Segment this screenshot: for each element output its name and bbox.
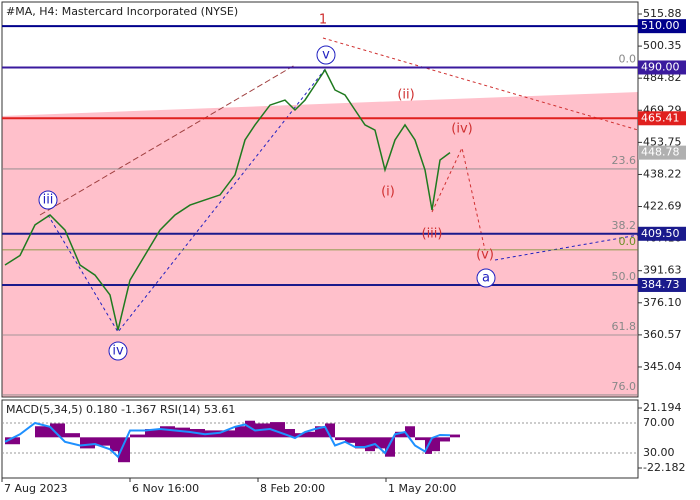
macd-bar (95, 437, 110, 446)
y-tick-label: 500.35 (643, 39, 682, 52)
macd-bar (395, 431, 405, 438)
wave-label: (iii) (422, 227, 443, 242)
macd-bar (110, 437, 118, 452)
y2-tick-label: 70.00 (643, 416, 675, 429)
macd-bar (450, 434, 460, 438)
macd-bar (65, 433, 80, 438)
indicator-frame (1, 399, 639, 479)
indicator-title: MACD(5,34,5) 0.180 -1.367 RSI(14) 53.61 (6, 403, 235, 416)
wave-projection (494, 234, 639, 261)
macd-bar (305, 431, 315, 438)
y-tick-label: 453.75 (643, 135, 682, 148)
y-tick-label: 376.10 (643, 296, 682, 309)
level-box (638, 19, 686, 34)
macd-bar (245, 420, 255, 438)
y-tick-label: 515.88 (643, 7, 682, 20)
plot-frame (1, 1, 639, 398)
wave-label: iii (43, 193, 54, 208)
level-box (638, 60, 686, 75)
chart-title: #MA, H4: Mastercard Incorporated (NYSE) (6, 5, 238, 18)
channel-line (39, 64, 296, 216)
macd-bar (415, 437, 425, 441)
level-label: 384.73 (641, 278, 680, 291)
y-tick-label: 21.194 (643, 401, 682, 414)
fib-label: 76.0 (612, 380, 637, 393)
y-tick-label: -22.182 (643, 461, 685, 474)
macd-bar (285, 429, 295, 438)
y2-tick-label: 30.00 (643, 446, 675, 459)
level-label: 409.50 (641, 227, 680, 240)
wave-label: 1 (319, 13, 327, 28)
fib-label: 38.2 (612, 219, 637, 232)
wave-label: iv (112, 344, 124, 359)
level-box (638, 111, 686, 126)
y-tick-label: 360.57 (643, 328, 682, 341)
pink-zone (2, 92, 638, 397)
wave-label: (ii) (397, 88, 414, 103)
macd-bar (5, 437, 20, 445)
macd-bar (335, 437, 345, 441)
wave-label: a (482, 271, 490, 286)
y-tick-label: 345.04 (643, 360, 682, 373)
wave-label: v (322, 48, 330, 63)
fib-label: 50.0 (612, 270, 637, 283)
x-tick-label: 6 Nov 16:00 (132, 482, 199, 495)
x-tick-label: 1 May 20:00 (388, 482, 456, 495)
price-line (4, 68, 451, 331)
macd-bar (365, 437, 375, 452)
x-tick-label: 7 Aug 2023 (4, 482, 67, 495)
macd-bar (220, 430, 235, 438)
macd-bar (175, 427, 190, 438)
macd-bar (130, 434, 145, 438)
price-box (638, 145, 686, 160)
wave-line (47, 67, 327, 333)
macd-bar (375, 437, 385, 449)
price-label: 448.78 (641, 146, 680, 159)
x-tick-label: 8 Feb 20:00 (260, 482, 325, 495)
fib-label: 61.8 (612, 320, 637, 333)
level-box (638, 226, 686, 241)
y-tick-label: 438.22 (643, 167, 682, 180)
y-tick-label: 391.63 (643, 264, 682, 277)
macd-bar (235, 426, 245, 438)
macd-bar (160, 426, 175, 438)
macd-bar (345, 437, 355, 443)
macd-bar (145, 429, 160, 438)
macd-bar (385, 437, 395, 457)
wave-projection (431, 146, 486, 251)
level-label: 510.00 (641, 19, 680, 32)
macd-bar (405, 426, 415, 438)
wave-label: (iv) (451, 122, 472, 137)
macd-bar (355, 437, 365, 449)
wave-circle (108, 341, 128, 361)
wave-circle (316, 45, 336, 65)
macd-bar (315, 426, 325, 438)
fib-label: 23.6 (612, 154, 637, 167)
level-label: 490.00 (641, 60, 680, 73)
macd-bar (118, 437, 130, 463)
macd-bar (50, 423, 65, 438)
rsi-line (4, 421, 451, 459)
macd-bar (35, 426, 50, 438)
wave-circle (38, 190, 58, 210)
y-tick-label: 422.69 (643, 200, 682, 213)
level-label: 465.41 (641, 111, 680, 124)
wave-circle (476, 268, 496, 288)
fib-label: 0.0 (619, 235, 637, 248)
macd-bar (440, 437, 450, 442)
macd-bar (80, 437, 95, 449)
macd-bar (432, 437, 440, 452)
macd-bar (325, 423, 335, 438)
wave-label: (v) (476, 248, 494, 263)
fib-label: 0.0 (619, 52, 637, 65)
wave-label: (i) (381, 185, 395, 200)
level-box (638, 277, 686, 292)
trend-line (322, 37, 639, 131)
